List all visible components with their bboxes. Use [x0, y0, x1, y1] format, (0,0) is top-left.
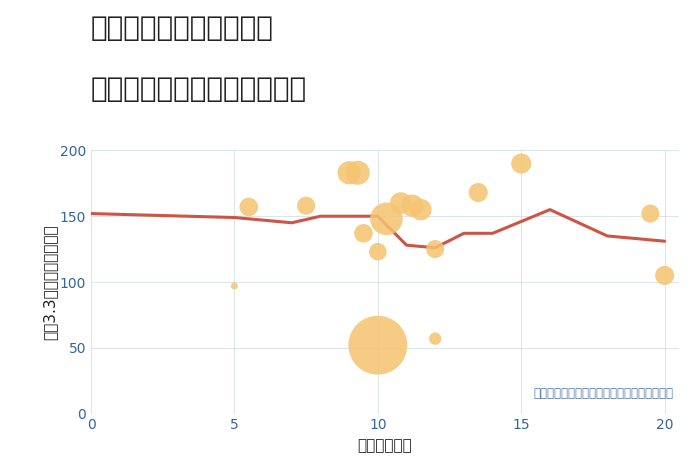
Point [344, 169, 355, 177]
Point [372, 248, 384, 256]
Point [659, 272, 671, 279]
Point [395, 199, 407, 207]
Point [381, 215, 392, 223]
Point [243, 203, 254, 211]
Point [352, 169, 363, 177]
Point [430, 335, 441, 342]
X-axis label: 駅距離（分）: 駅距離（分） [358, 438, 412, 453]
Point [300, 202, 312, 210]
Point [415, 206, 426, 213]
Text: 神奈川県鎌倉市小袋谷の: 神奈川県鎌倉市小袋谷の [91, 14, 274, 42]
Y-axis label: 坪（3.3㎡）単価（万円）: 坪（3.3㎡）単価（万円） [42, 224, 57, 340]
Point [516, 160, 527, 167]
Point [473, 189, 484, 196]
Point [645, 210, 656, 217]
Text: 駅距離別中古マンション価格: 駅距離別中古マンション価格 [91, 75, 307, 103]
Point [358, 229, 369, 237]
Point [229, 282, 240, 290]
Point [372, 341, 384, 349]
Text: 円の大きさは、取引のあった物件面積を示す: 円の大きさは、取引のあった物件面積を示す [533, 387, 673, 400]
Point [430, 245, 441, 253]
Point [407, 202, 418, 210]
